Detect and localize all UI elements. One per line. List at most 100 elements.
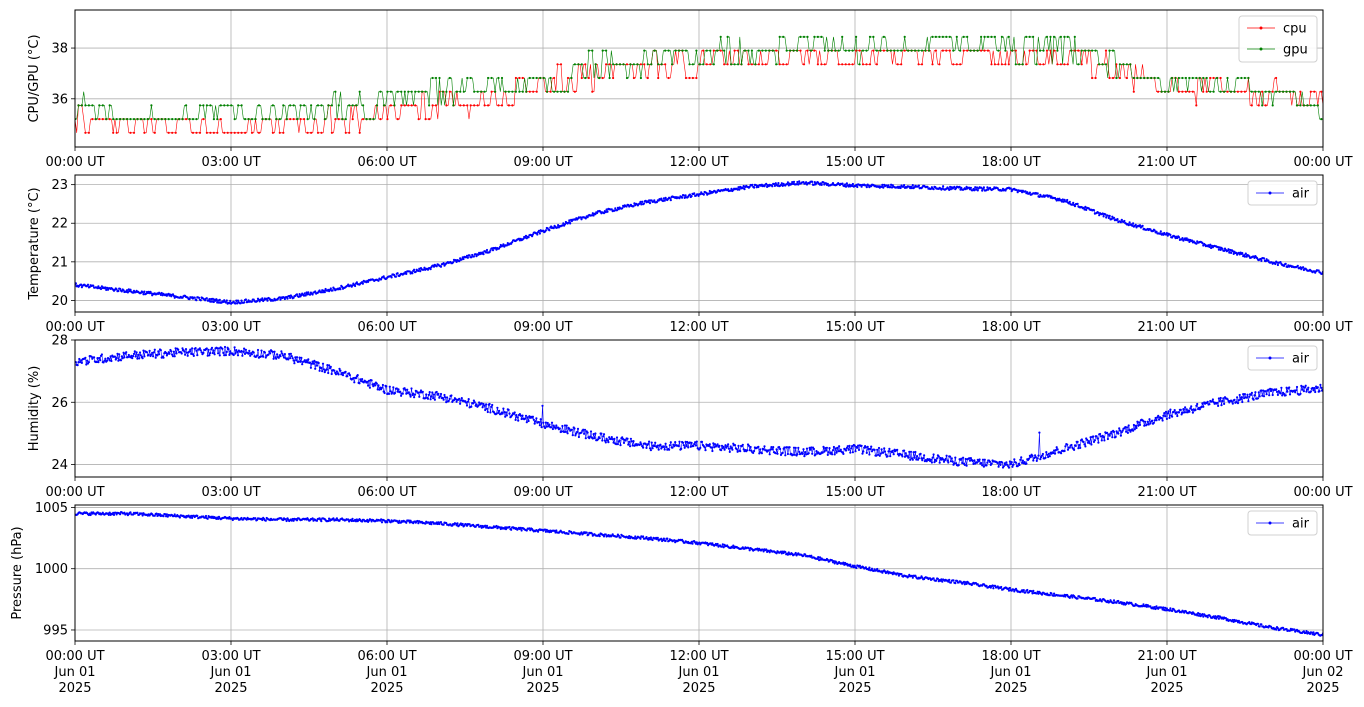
data-point [79,361,82,364]
data-point [292,104,295,107]
data-point [489,249,492,252]
data-point [812,447,816,451]
data-point [773,184,777,187]
data-point [1188,240,1191,243]
data-point [191,516,194,520]
data-point [1102,215,1105,218]
data-point [473,401,476,404]
data-point [864,446,868,449]
data-point [291,517,294,521]
data-point [516,416,519,419]
data-point [414,90,417,93]
data-point [685,445,688,448]
data-point [1280,386,1283,389]
x-tick-label: 06:00 UT [357,320,416,335]
data-point [809,49,813,52]
data-point [999,463,1002,466]
data-point [681,441,685,444]
data-point [361,282,364,285]
data-point [684,49,688,52]
data-point [143,355,146,358]
data-point [510,242,513,245]
data-point [1169,233,1172,236]
data-point [801,452,804,455]
data-point [366,380,369,383]
data-point [190,514,193,517]
data-point [1008,586,1012,590]
data-point [101,104,104,107]
data-point [210,346,214,349]
data-point [1302,390,1305,393]
data-point [1235,251,1238,254]
data-point [237,131,240,134]
data-point [307,291,310,294]
data-point [1149,422,1152,425]
data-point [584,63,587,66]
data-point [173,513,176,516]
data-point [772,182,776,186]
data-point [638,443,641,446]
y-tick-label: 36 [51,92,68,107]
data-point [418,395,421,398]
data-point [358,131,361,134]
data-point [444,396,447,399]
data-point [1137,424,1140,427]
data-point [1073,448,1076,451]
data-point [614,207,617,210]
data-point [1049,35,1052,39]
data-point [1243,397,1246,400]
data-point [832,445,836,449]
data-point [108,511,111,514]
plot-area [75,180,1323,305]
data-point [257,104,261,107]
data-point [540,426,543,429]
data-point [233,346,236,349]
data-point [502,407,505,410]
data-point [507,104,510,107]
data-point [417,269,420,272]
data-point [87,131,90,134]
data-point [120,290,123,293]
data-point [797,183,800,186]
data-point [138,351,142,354]
data-point [718,444,721,447]
data-point [477,253,480,256]
data-point [532,90,535,93]
data-point [295,519,299,522]
data-point [964,457,967,461]
data-point [997,465,1000,468]
data-point [856,185,859,189]
data-point [469,104,472,107]
data-point [948,49,951,52]
y-tick-label: 21 [51,255,68,270]
data-point [216,131,219,134]
data-point [705,191,708,195]
data-point [178,118,181,121]
data-point [293,362,296,365]
data-point [362,104,365,107]
data-point [198,104,202,107]
data-point [375,382,378,385]
data-point [683,196,686,199]
data-point [165,515,168,518]
data-point [87,361,90,364]
data-point [85,363,88,366]
data-point [505,244,508,247]
data-point [561,424,564,428]
data-point [632,76,636,80]
data-point [851,49,854,52]
data-point [91,104,94,107]
data-point [1240,76,1243,80]
data-point [226,131,229,134]
data-point [236,299,240,302]
data-point [462,104,465,107]
data-point [1162,414,1165,417]
data-point [348,372,351,375]
data-point [953,462,956,465]
data-point [698,63,702,66]
data-point [167,131,170,134]
data-point [1316,104,1319,107]
data-point [422,268,425,271]
data-point [940,578,943,581]
data-point [719,35,722,39]
